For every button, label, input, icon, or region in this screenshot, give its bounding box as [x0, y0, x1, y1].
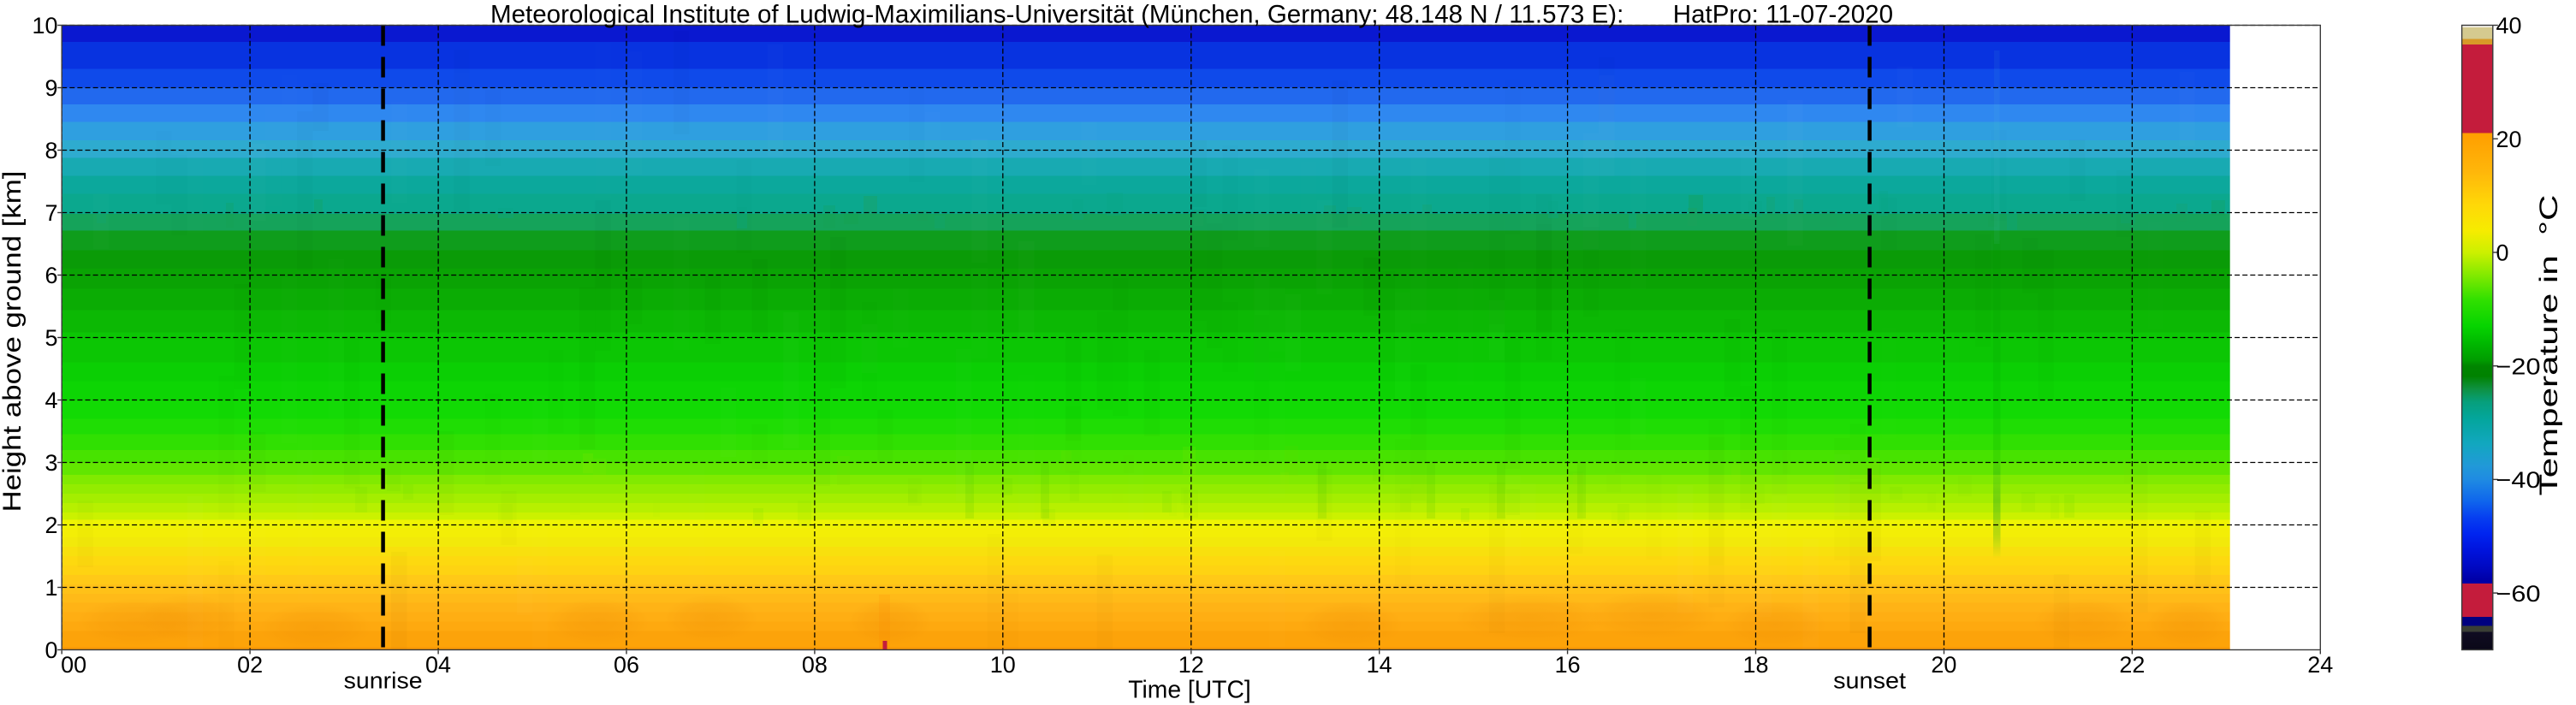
svg-text:1: 1: [45, 575, 58, 601]
svg-text:−60: −60: [2496, 581, 2541, 607]
svg-text:9: 9: [45, 75, 58, 101]
svg-text:22: 22: [2119, 652, 2145, 678]
svg-text:14: 14: [1367, 652, 1392, 678]
svg-text:20: 20: [1931, 652, 1956, 678]
svg-text:5: 5: [45, 325, 58, 351]
svg-text:4: 4: [45, 388, 58, 413]
svg-text:08: 08: [802, 652, 828, 678]
svg-text:10: 10: [33, 13, 58, 39]
svg-text:7: 7: [45, 200, 58, 226]
svg-text:12: 12: [1178, 652, 1204, 678]
svg-text:sunset: sunset: [1833, 667, 1907, 693]
svg-text:6: 6: [45, 263, 58, 288]
svg-text:06: 06: [614, 652, 639, 678]
svg-text:40: 40: [2496, 13, 2522, 39]
svg-text:2: 2: [45, 512, 58, 538]
svg-text:sunrise: sunrise: [344, 667, 423, 693]
svg-text:−20: −20: [2496, 353, 2541, 379]
svg-text:8: 8: [45, 138, 58, 163]
svg-text:Temperature in °C: Temperature in °C: [2535, 195, 2563, 496]
svg-text:Height above ground [km]: Height above ground [km]: [0, 171, 27, 512]
svg-text:16: 16: [1555, 652, 1581, 678]
svg-text:20: 20: [2496, 127, 2522, 152]
svg-text:00: 00: [61, 652, 86, 678]
svg-text:04: 04: [425, 652, 451, 678]
svg-text:02: 02: [237, 652, 263, 678]
svg-text:0: 0: [2496, 240, 2509, 266]
svg-text:−40: −40: [2496, 467, 2541, 493]
svg-text:3: 3: [45, 450, 58, 476]
svg-text:24: 24: [2307, 652, 2333, 678]
svg-text:0: 0: [45, 637, 58, 663]
svg-text:Meteorological Institute of Lu: Meteorological Institute of Ludwig-Maxim…: [490, 1, 1893, 29]
svg-text:10: 10: [990, 652, 1016, 678]
svg-text:Time [UTC]: Time [UTC]: [1128, 676, 1251, 703]
svg-text:18: 18: [1743, 652, 1769, 678]
